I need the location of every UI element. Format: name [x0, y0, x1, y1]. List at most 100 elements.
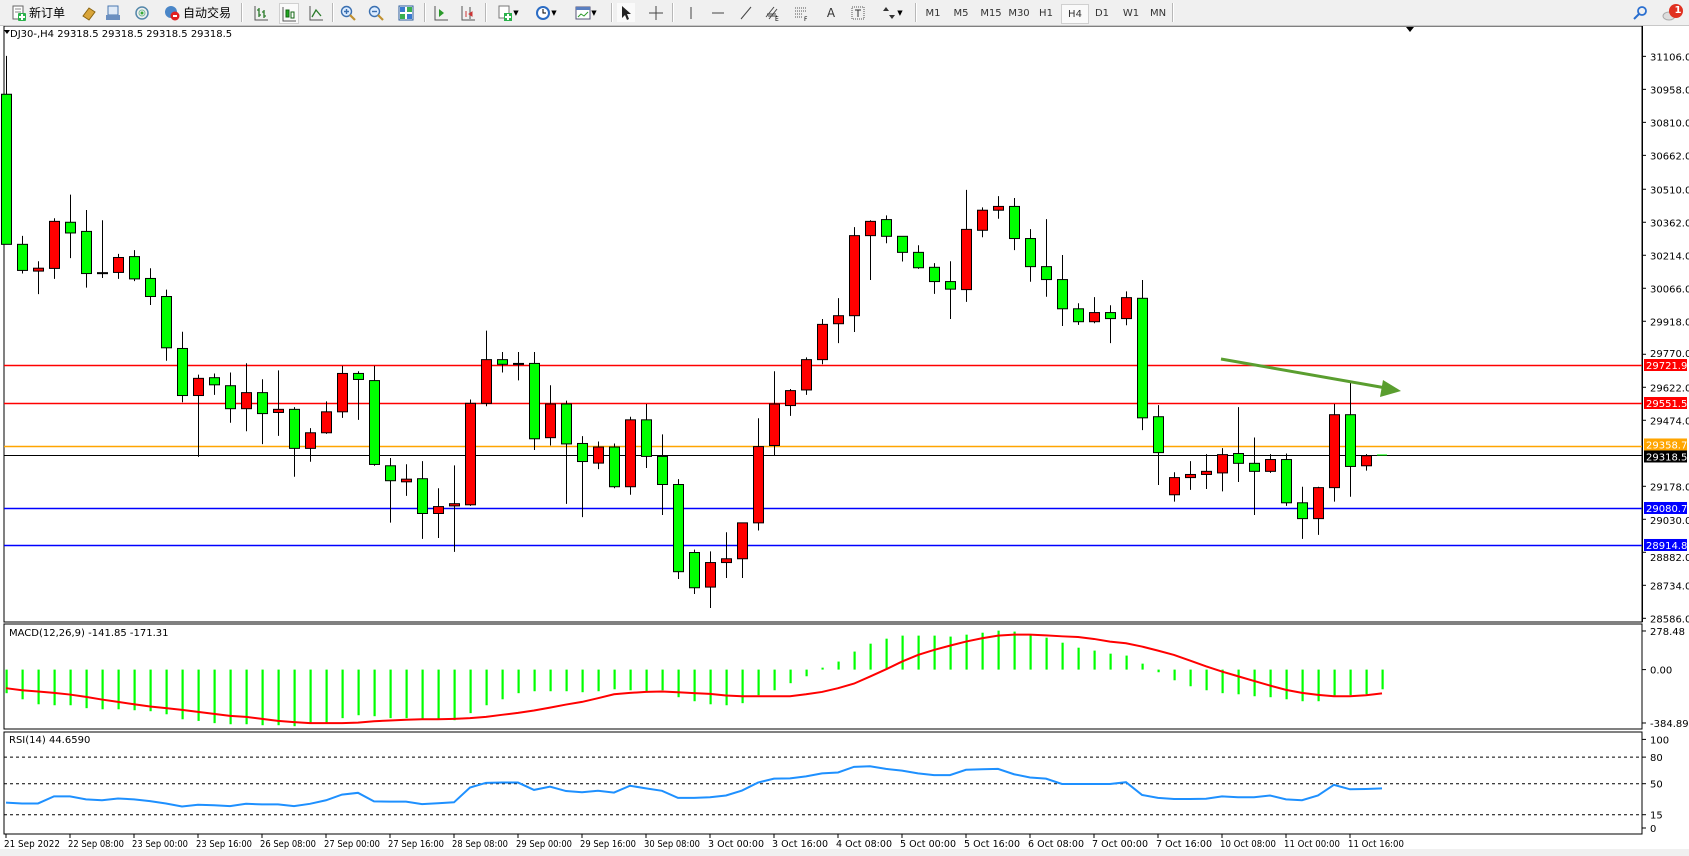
timeframe-h4[interactable]: H4	[1061, 4, 1089, 24]
new-order-button[interactable]: 新订单	[6, 3, 70, 22]
horizontal-line-button[interactable]	[709, 3, 727, 22]
periods-button[interactable]: ▼	[531, 3, 561, 22]
tile-windows-icon	[398, 5, 414, 20]
macd-histogram-bar	[181, 669, 184, 720]
rsi-tick-label: 50	[1650, 780, 1663, 791]
arrows-button[interactable]: ▼	[876, 3, 908, 22]
macd-panel[interactable]: 278.48 0.00 -384.89	[3, 623, 1689, 730]
candle-body	[801, 359, 812, 391]
chart-shift-icon	[461, 5, 475, 20]
chart-menu-triangle-icon[interactable]	[4, 30, 10, 34]
macd-histogram-bar	[1221, 669, 1224, 694]
candle	[385, 457, 396, 523]
candle	[721, 532, 732, 578]
candle-body	[1345, 414, 1356, 467]
chart-shift-button[interactable]	[459, 3, 477, 22]
time-tick-label: 26 Sep 08:00	[260, 839, 316, 849]
candle	[577, 436, 588, 518]
notifications-button[interactable]: 1	[1660, 3, 1686, 22]
signal-icon	[135, 5, 149, 20]
candle-body	[977, 209, 988, 231]
candle-body	[657, 455, 668, 486]
candle-body	[1217, 454, 1228, 474]
navigator-button[interactable]	[133, 3, 151, 22]
templates-button[interactable]: ▼	[571, 3, 601, 22]
candle-body	[1153, 416, 1164, 454]
text-box-button[interactable]	[849, 3, 867, 22]
cursor-button[interactable]	[617, 3, 635, 22]
candle	[753, 418, 764, 531]
candle	[305, 428, 316, 462]
candle-body	[561, 403, 572, 445]
line-chart-button[interactable]	[307, 3, 325, 22]
timeframe-m5[interactable]: M5	[953, 7, 969, 19]
candle	[81, 209, 92, 288]
indicators-button[interactable]: ▼	[493, 3, 523, 22]
macd-histogram-bar	[277, 669, 280, 726]
equidistant-channel-button[interactable]: E	[763, 3, 781, 22]
auto-scroll-button[interactable]	[432, 3, 450, 22]
text-label-button[interactable]: A	[822, 3, 840, 22]
candle	[529, 352, 540, 450]
market-watch-button[interactable]	[80, 3, 98, 22]
candlestick-button[interactable]	[279, 3, 299, 24]
candle-body	[305, 432, 316, 449]
macd-histogram-bar	[69, 669, 72, 706]
timeframe-h1[interactable]: H1	[1039, 7, 1053, 19]
timeframe-mn[interactable]: MN	[1149, 7, 1167, 19]
bar-chart-button[interactable]	[252, 3, 270, 22]
level-price-tag	[1644, 438, 1687, 451]
macd-histogram-bar	[1253, 669, 1256, 697]
candle-body	[641, 419, 652, 457]
candle	[337, 365, 348, 418]
macd-histogram-bar	[837, 661, 840, 670]
timeframe-m1[interactable]: M1	[925, 7, 941, 19]
timeframe-d1[interactable]: D1	[1094, 7, 1110, 19]
rsi-panel[interactable]: 100 80 50 15 0	[3, 731, 1669, 835]
candle-body	[1121, 297, 1132, 320]
toolbar-separator	[424, 3, 426, 22]
macd-histogram-bar	[741, 669, 744, 704]
candle-body	[129, 256, 140, 280]
candle-body	[321, 411, 332, 434]
macd-histogram-bar	[1109, 653, 1112, 670]
timeframe-w1[interactable]: W1	[1122, 7, 1140, 19]
candle-body	[769, 403, 780, 446]
candle-body	[497, 359, 508, 365]
candle-body	[177, 347, 188, 397]
timeframe-m15[interactable]: M15	[980, 7, 1002, 19]
chart-window[interactable]: 31106.0 30958.0 30810.0 30662.0 30510.0 30362…	[0, 26, 1689, 849]
time-tick-label: 29 Sep 00:00	[516, 839, 572, 849]
zoom-in-button[interactable]	[339, 3, 357, 22]
notification-count: 1	[1674, 5, 1682, 16]
candle	[497, 352, 508, 373]
text-a-icon: A	[826, 5, 836, 20]
macd-histogram-bar	[821, 667, 824, 670]
auto-trading-button[interactable]: 自动交易	[160, 3, 234, 22]
cursor-icon	[622, 5, 631, 20]
candle	[625, 416, 636, 495]
zoom-out-button[interactable]	[367, 3, 385, 22]
data-window-button[interactable]	[104, 3, 122, 22]
tile-windows-button[interactable]	[397, 3, 415, 22]
macd-panel-border	[3, 623, 1643, 730]
price-panel[interactable]: 31106.0 30958.0 30810.0 30662.0 30510.0 30362…	[1, 26, 1689, 625]
trendline-button[interactable]	[737, 3, 755, 22]
fibonacci-button[interactable]: F	[792, 3, 810, 22]
candle-body	[113, 256, 124, 273]
shift-marker-icon[interactable]	[1406, 27, 1414, 32]
time-tick-label: 10 Oct 08:00	[1220, 839, 1276, 849]
price-tick-label: 28734.0	[1650, 581, 1689, 592]
timeframe-m30[interactable]: M30	[1008, 7, 1030, 19]
candle-body	[1185, 473, 1196, 479]
vertical-line-button[interactable]	[682, 3, 700, 22]
candle-body	[1057, 279, 1068, 310]
macd-histogram-bar	[677, 669, 680, 698]
macd-histogram-bar	[357, 669, 360, 716]
crosshair-button[interactable]	[647, 3, 665, 22]
candle-body	[913, 251, 924, 269]
candle-body	[1329, 414, 1340, 489]
search-button[interactable]	[1631, 3, 1649, 22]
candle-body	[785, 390, 796, 407]
time-axis: 21 Sep 2022 22 Sep 08:00 23 Sep 00:00 23 Se…	[4, 834, 1404, 849]
